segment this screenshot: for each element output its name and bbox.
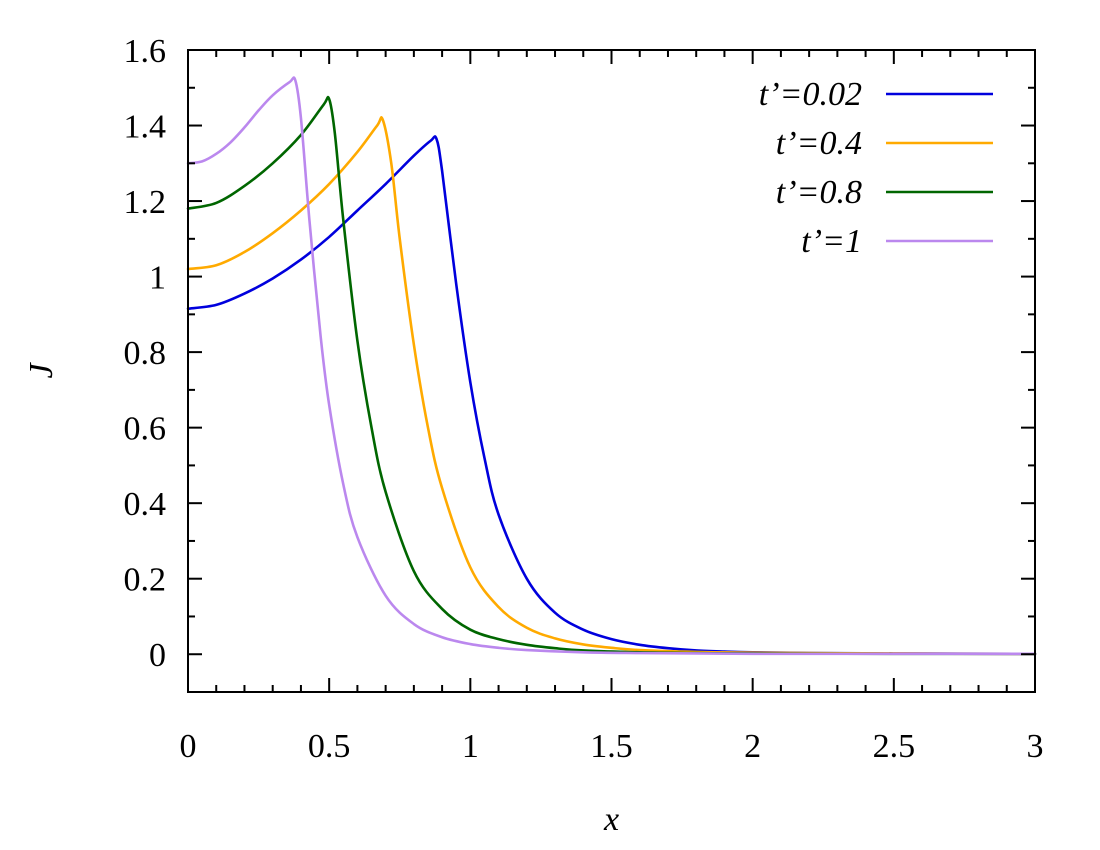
x-axis-title: x — [603, 801, 619, 838]
legend-label-4: t’=1 — [801, 223, 862, 260]
x-tick-label: 0.5 — [308, 728, 351, 765]
legend-label-1: t’=0.02 — [759, 76, 862, 113]
x-tick-label: 3 — [1027, 728, 1044, 765]
series-line-2 — [186, 116, 1037, 656]
curves-layer — [186, 76, 1037, 656]
y-tick-label: 0.8 — [124, 335, 167, 372]
ticks-layer — [187, 49, 1036, 693]
x-tick-label: 1.5 — [590, 728, 633, 765]
y-tick-label: 1.2 — [124, 184, 167, 221]
y-tick-label: 1 — [149, 260, 166, 297]
legend-label-2: t’=0.4 — [776, 125, 862, 162]
series-line-3 — [186, 95, 1037, 656]
y-tick-label: 0.6 — [124, 411, 167, 448]
x-tick-label: 0 — [180, 728, 197, 765]
plot-frame — [187, 49, 1036, 693]
y-tick-label: 1.4 — [124, 109, 167, 146]
y-tick-label: 0 — [149, 637, 166, 674]
series-line-1 — [186, 135, 1037, 656]
tick-labels-layer: 0 0.5 1 1.5 2 2.5 3 0 0.2 0.4 0.6 0.8 1 1.2 1.4 1.6 — [124, 33, 1044, 765]
y-tick-label: 0.2 — [124, 562, 167, 599]
x-tick-label: 1 — [462, 728, 479, 765]
legend: t’=0.02 t’=0.4 t’=0.8 t’=1 — [759, 76, 993, 260]
x-tick-label: 2 — [744, 728, 761, 765]
y-tick-label: 0.4 — [124, 486, 167, 523]
y-tick-label: 1.6 — [124, 33, 167, 70]
y-axis-title: J — [23, 362, 60, 379]
legend-label-3: t’=0.8 — [776, 174, 862, 211]
series-line-4 — [186, 76, 1037, 656]
x-tick-label: 2.5 — [873, 728, 916, 765]
